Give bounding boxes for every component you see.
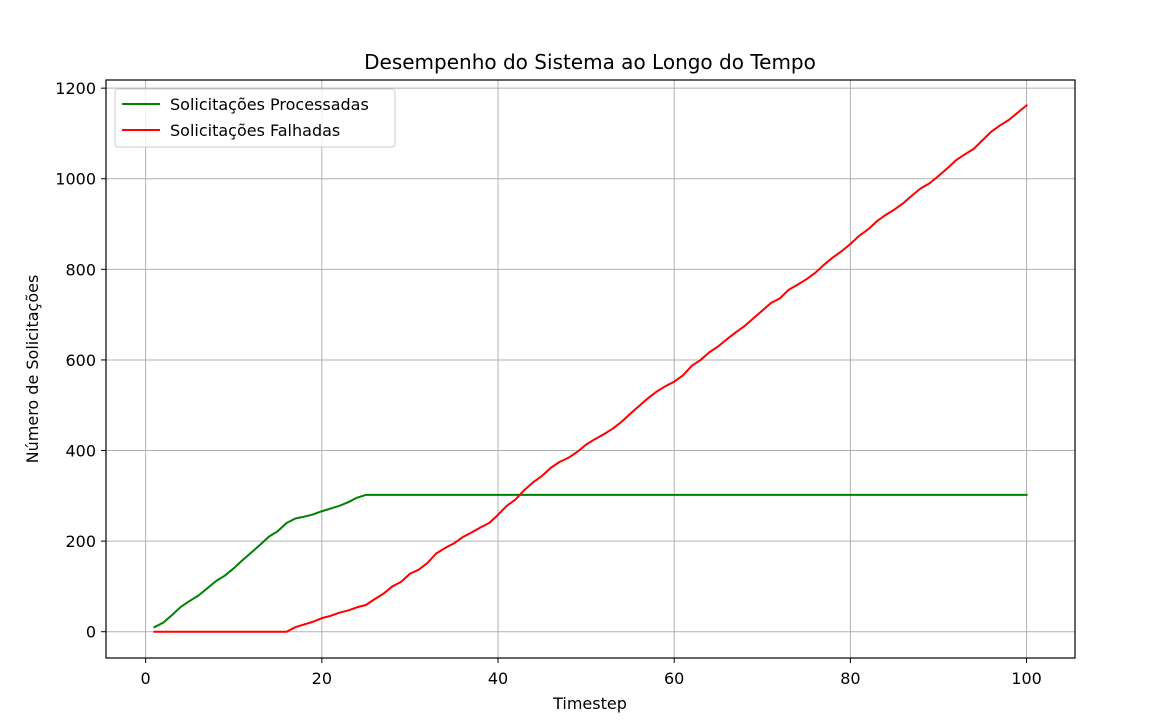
y-tick-label: 800 [65, 260, 96, 279]
x-tick-label: 40 [488, 669, 508, 688]
y-tick-label: 200 [65, 532, 96, 551]
y-axis: 0 200 400 600 800 1000 1200 [55, 79, 106, 642]
plot-frame [105, 79, 1076, 659]
grid [106, 80, 1075, 658]
legend: Solicitações Processadas Solicitações Fa… [114, 88, 396, 148]
x-tick-label: 0 [141, 669, 151, 688]
y-tick-label: 1200 [55, 79, 96, 98]
chart-title: Desempenho do Sistema ao Longo do Tempo [364, 50, 816, 74]
x-tick-label: 20 [312, 669, 332, 688]
x-axis: 0 20 40 60 80 100 [141, 658, 1042, 688]
series-line-failed [153, 103, 1028, 633]
y-tick-label: 1000 [55, 170, 96, 189]
y-tick-label: 400 [65, 442, 96, 461]
x-tick-label: 100 [1011, 669, 1042, 688]
series-line-processed [153, 493, 1028, 629]
y-tick-label: 0 [86, 623, 96, 642]
legend-label-processed: Solicitações Processadas [170, 95, 369, 114]
x-axis-label: Timestep [552, 694, 627, 713]
x-tick-label: 80 [840, 669, 860, 688]
y-axis-label: Número de Solicitações [23, 275, 42, 464]
series-layer [153, 103, 1028, 633]
legend-box [114, 88, 396, 148]
y-tick-label: 600 [65, 351, 96, 370]
x-tick-label: 60 [664, 669, 684, 688]
legend-label-failed: Solicitações Falhadas [170, 121, 340, 140]
